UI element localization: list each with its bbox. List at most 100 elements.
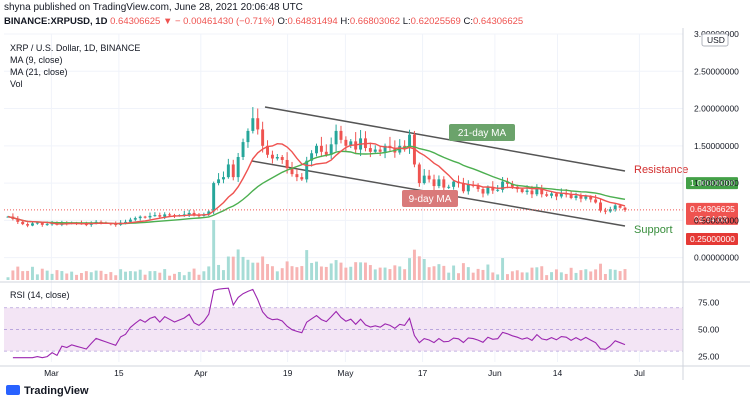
volume-bar xyxy=(285,261,289,280)
volume-bar xyxy=(564,273,568,280)
volume-bar xyxy=(476,268,480,280)
legend-ma9[interactable]: MA (9, close) xyxy=(10,55,63,65)
candle-body xyxy=(310,153,314,161)
volume-bar xyxy=(261,256,265,280)
volume-bar xyxy=(290,266,294,280)
candle-body xyxy=(613,205,617,210)
candle-body xyxy=(324,151,328,155)
volume-bar xyxy=(153,271,157,280)
candle-body xyxy=(158,215,162,217)
volume-bar xyxy=(212,220,216,280)
volume-bar xyxy=(65,273,69,280)
candle-body xyxy=(579,195,583,199)
candle-body xyxy=(569,194,573,198)
candle-body xyxy=(217,179,221,184)
down-arrow-icon: ▼ xyxy=(162,16,173,27)
candle-body xyxy=(373,149,377,152)
candle-body xyxy=(168,214,172,216)
volume-bar xyxy=(236,249,240,280)
volume-bar xyxy=(535,267,539,280)
chart-header: shyna published on TradingView.com, June… xyxy=(0,0,750,36)
candle-body xyxy=(344,139,348,146)
volume-bar xyxy=(408,258,412,280)
volume-bar xyxy=(515,270,519,280)
candle-body xyxy=(128,219,132,222)
tradingview-logo[interactable]: TradingView xyxy=(6,385,89,397)
legend-vol[interactable]: Vol xyxy=(10,79,23,89)
candle-body xyxy=(437,179,441,187)
candle-body xyxy=(442,179,446,188)
volume-bar xyxy=(398,266,402,280)
candle-body xyxy=(452,181,456,187)
candle-body xyxy=(349,141,353,146)
candle-body xyxy=(506,181,509,184)
price-tick-label: 2.50000000 xyxy=(694,66,739,76)
current-price-tag xyxy=(686,202,738,225)
volume-bar xyxy=(506,274,509,280)
candle-body xyxy=(221,177,225,180)
candle-body xyxy=(226,164,230,178)
candle-body xyxy=(143,216,147,218)
rsi-tick-label: 50.00 xyxy=(698,324,720,334)
volume-bar xyxy=(594,269,598,280)
volume-bar xyxy=(173,273,176,280)
candle-body xyxy=(461,183,465,192)
candle-body xyxy=(491,186,495,191)
volume-bar xyxy=(613,269,617,280)
candle-body xyxy=(618,205,622,208)
volume-bar xyxy=(388,269,392,280)
candle-body xyxy=(510,183,514,187)
legend-ma21[interactable]: MA (21, close) xyxy=(10,67,68,77)
time-tick-label: Mar xyxy=(44,368,59,378)
volume-bar xyxy=(221,270,225,280)
volume-bar xyxy=(599,263,602,280)
volume-bar xyxy=(540,266,544,280)
candle-body xyxy=(589,196,593,200)
volume-bar xyxy=(486,264,490,280)
volume-bar xyxy=(608,269,612,280)
chart-canvas: 21-day MA 9-day MA Resistance Support 1.0000… xyxy=(0,28,750,380)
volume-bar xyxy=(447,272,451,280)
volume-bar xyxy=(491,272,495,280)
volume-bar xyxy=(589,271,593,280)
currency-box xyxy=(701,33,729,47)
candle-body xyxy=(315,145,318,154)
volume-bar xyxy=(550,272,554,280)
price-tick-label: 1.00000000 xyxy=(694,178,739,188)
volume-bar xyxy=(501,258,505,280)
candle-body xyxy=(530,190,534,195)
published-line: shyna published on TradingView.com, June… xyxy=(4,2,303,13)
candle-body xyxy=(496,189,500,191)
candle-body xyxy=(422,175,426,184)
volume-bar xyxy=(256,262,260,280)
rsi-tick-label: 25.00 xyxy=(698,352,720,362)
support-price: 0.25000000 xyxy=(690,234,735,244)
volume-bar xyxy=(182,275,186,280)
volume-bar xyxy=(114,275,118,280)
volume-bar xyxy=(584,269,588,280)
volume-bar xyxy=(481,269,485,280)
volume-bar xyxy=(417,256,421,280)
indicator-legend: XRP / U.S. Dollar, 1D, BINANCE MA (9, cl… xyxy=(10,42,140,90)
volume-bar xyxy=(99,270,103,280)
candle-body xyxy=(432,179,436,187)
candle-body xyxy=(133,218,137,220)
candle-body xyxy=(447,186,451,188)
volume-bar xyxy=(6,277,10,280)
volume-bar xyxy=(339,262,343,280)
candle-body xyxy=(300,177,304,180)
volume-bar xyxy=(393,265,397,280)
candle-body xyxy=(290,168,294,175)
candle-body xyxy=(603,210,607,212)
price-tick-label: 0.50000000 xyxy=(694,215,739,225)
volume-bar xyxy=(403,269,407,280)
candle-body xyxy=(295,174,299,178)
candle-body xyxy=(417,164,421,184)
resistance-label: Resistance xyxy=(634,164,688,176)
time-axis: Mar 15 Apr 19 May 17 Jun 14 Jul xyxy=(44,368,645,378)
volume-bar xyxy=(383,267,387,280)
volume-bar xyxy=(295,267,299,280)
channel-upper-line xyxy=(264,106,626,172)
volume-bar xyxy=(75,274,79,280)
candle-body xyxy=(481,189,485,194)
